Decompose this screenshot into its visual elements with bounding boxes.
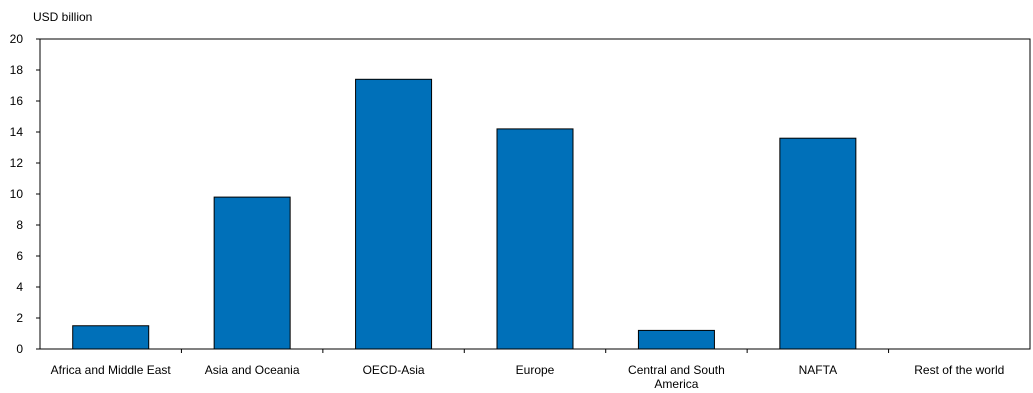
y-tick-label: 20 <box>10 32 24 46</box>
y-tick-label: 0 <box>16 342 23 356</box>
y-axis: 0 2 4 6 8 10 12 14 16 18 20 <box>10 32 40 356</box>
plot-frame <box>39 38 1031 350</box>
x-tick-label: Europe <box>516 363 555 377</box>
y-tick-label: 12 <box>10 156 24 170</box>
bars <box>72 78 857 350</box>
x-tick-label: Asia and Oceania <box>205 363 300 377</box>
y-axis-title: USD billion <box>33 10 92 24</box>
bar <box>72 325 150 350</box>
y-tick-label: 16 <box>10 94 24 108</box>
bar <box>496 128 574 350</box>
x-tick-label: Central and South America <box>628 363 725 391</box>
x-tick-label: Africa and Middle East <box>51 363 172 377</box>
y-tick-label: 8 <box>16 218 23 232</box>
y-tick-label: 18 <box>10 63 24 77</box>
y-tick-label: 10 <box>10 187 24 201</box>
bar <box>355 78 433 350</box>
y-tick-label: 14 <box>10 125 24 139</box>
bar <box>213 196 291 350</box>
bar <box>779 137 857 350</box>
bar <box>637 329 715 350</box>
y-tick-label: 6 <box>16 249 23 263</box>
x-tick-label: OECD-Asia <box>363 363 425 377</box>
x-tick-label: Rest of the world <box>914 363 1004 377</box>
y-tick-label: 4 <box>16 280 23 294</box>
y-tick-label: 2 <box>16 311 23 325</box>
x-tick-label: NAFTA <box>799 363 837 377</box>
x-axis: Africa and Middle East Asia and Oceania OE… <box>51 349 1004 391</box>
